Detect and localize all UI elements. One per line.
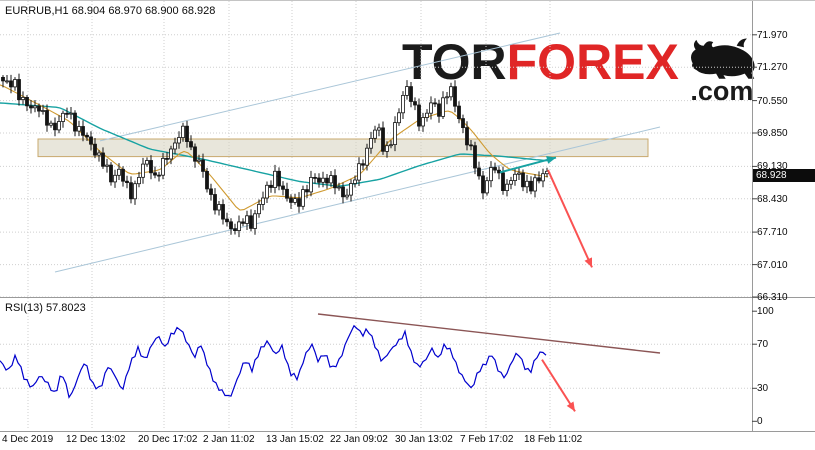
rsi-axis: 100 70 30 0 — [753, 1, 815, 431]
bull-icon — [690, 38, 755, 79]
rsi-axis-label: 30 — [757, 383, 769, 394]
rsi-indicator-pane[interactable] — [0, 298, 752, 430]
price-axis-label: 67.710 — [757, 227, 788, 238]
time-axis: 4 Dec 2019 12 Dec 13:02 20 Dec 17:02 2 Jan … — [0, 434, 815, 450]
rsi-axis-label: 0 — [757, 416, 763, 427]
time-axis-label: 13 Jan 15:02 — [266, 434, 324, 445]
time-axis-label: 2 Jan 11:02 — [203, 434, 255, 445]
rsi-axis-label: 100 — [757, 306, 774, 317]
price-axis-label: 71.270 — [757, 62, 788, 73]
price-axis-label: 69.850 — [757, 128, 788, 139]
time-axis-label: 4 Dec 2019 — [2, 434, 54, 445]
price-axis-label: 68.430 — [757, 194, 788, 205]
current-price-badge: 68.928 — [753, 169, 815, 182]
time-axis-label: 30 Jan 13:02 — [395, 434, 453, 445]
logo-right-block: .com — [681, 37, 763, 105]
time-axis-label: 7 Feb 17:02 — [460, 434, 514, 445]
price-axis-label: 67.010 — [757, 260, 788, 271]
logo-text-com: .com — [690, 76, 754, 106]
price-axis-label: 69.130 — [757, 161, 788, 172]
symbol-ohlc-label: EURRUB,H1 68.904 68.970 68.900 68.928 — [5, 5, 216, 17]
time-axis-label: 22 Jan 09:02 — [330, 434, 388, 445]
rsi-value-label: RSI(13) 57.8023 — [5, 302, 86, 314]
time-axis-label: 12 Dec 13:02 — [66, 434, 126, 445]
price-chart-pane[interactable] — [0, 1, 752, 297]
rsi-axis-label: 70 — [757, 339, 769, 350]
time-axis-label: 18 Feb 11:02 — [524, 434, 583, 445]
price-axis-label: 71.970 — [757, 30, 788, 41]
price-axis-label: 70.550 — [757, 96, 788, 107]
time-axis-label: 20 Dec 17:02 — [138, 434, 198, 445]
